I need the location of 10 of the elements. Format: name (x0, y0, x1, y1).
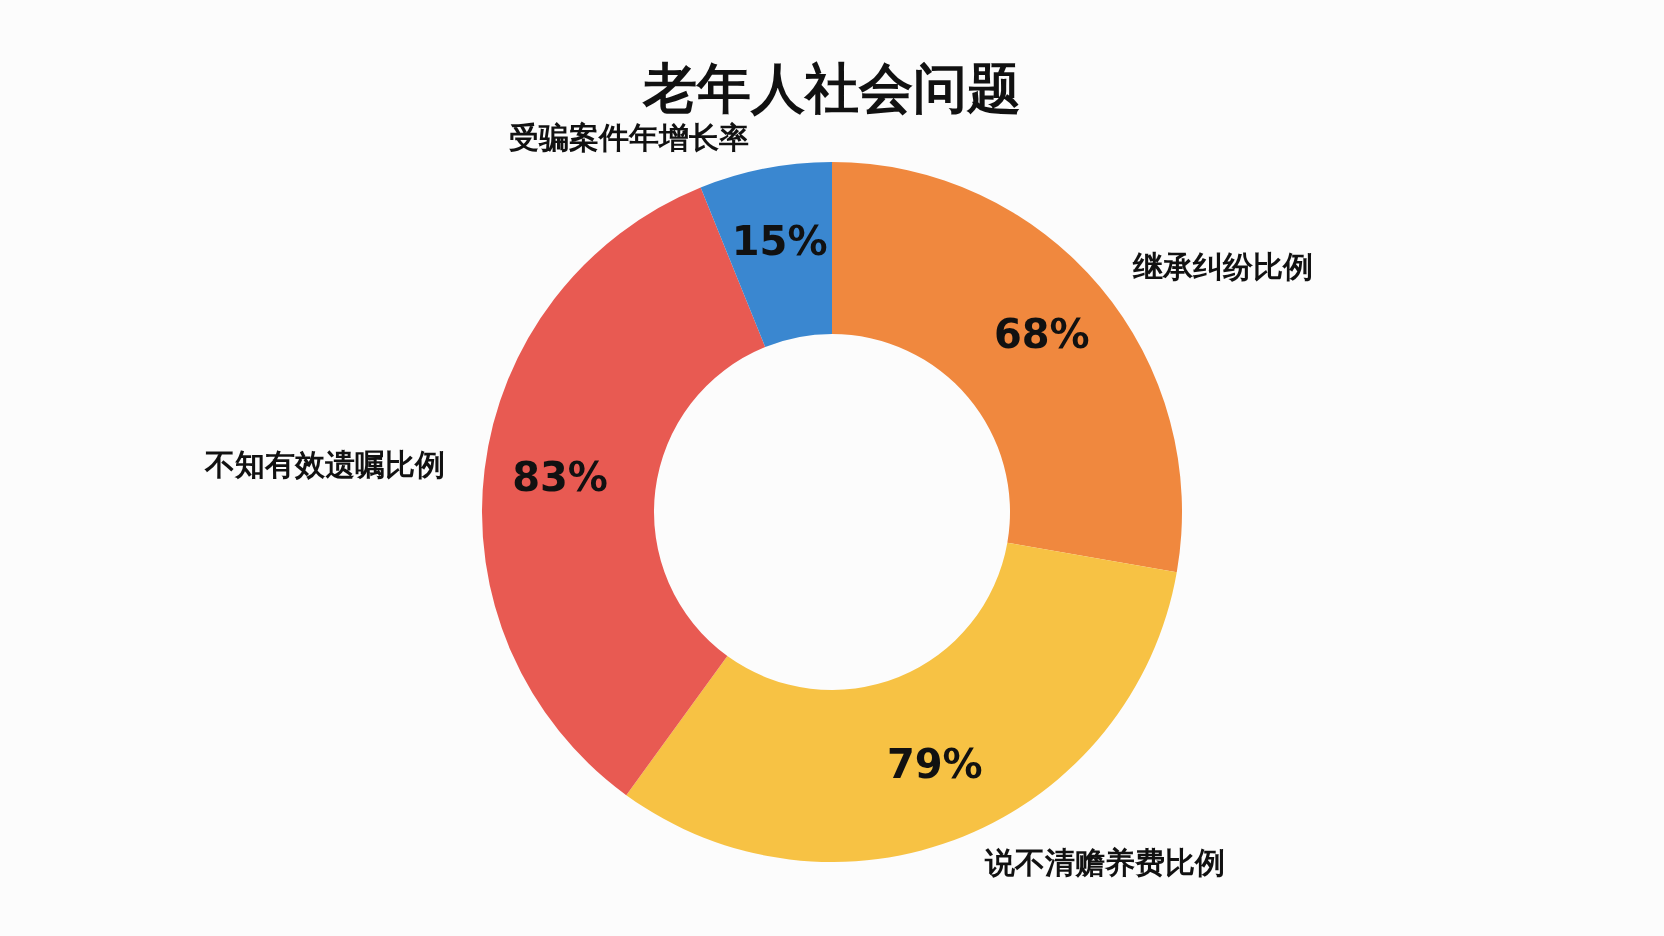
data-label: 79% (886, 740, 983, 787)
data-label: 68% (993, 310, 1090, 357)
chart-title: 老年人社会问题 (642, 57, 1021, 121)
data-label: 83% (512, 453, 608, 500)
slice-label: 受骗案件年增长率 (509, 120, 750, 156)
donut-slice (700, 162, 832, 348)
data-label: 15% (731, 218, 828, 265)
slice-label: 不知有效遗嘱比例 (203, 446, 445, 482)
slice-label: 说不清赡养费比例 (983, 845, 1225, 881)
slice-label: 继承纠纷比例 (1131, 248, 1313, 284)
